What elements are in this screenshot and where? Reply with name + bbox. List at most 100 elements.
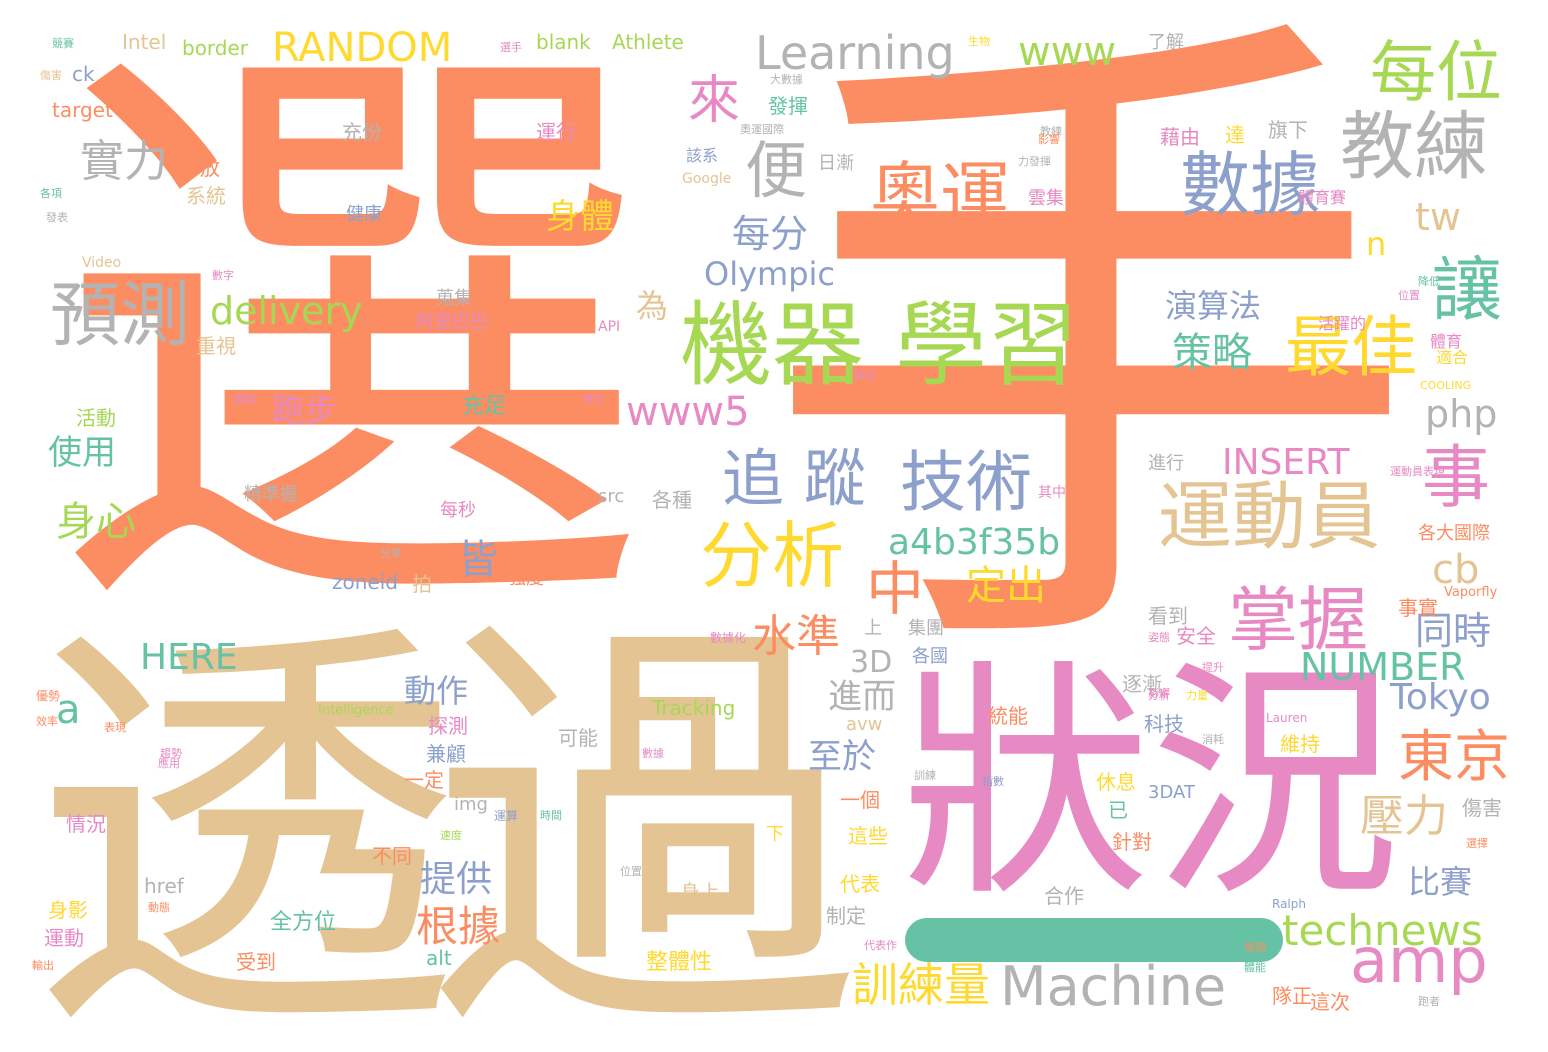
word-zhengtixing: 整體性 [646, 950, 713, 975]
word-zhendui: 針對 [1112, 830, 1152, 854]
word-border: border [182, 36, 249, 60]
word-small-34: 影響 [1038, 133, 1060, 146]
word-lai: 來 [688, 71, 741, 131]
word-shiyong: 使用 [48, 433, 116, 473]
word-random: RANDOM [272, 25, 453, 71]
word-tance: 探測 [428, 714, 468, 738]
word-jingzhunwo: 精準握 [244, 484, 298, 505]
word-xuexi: 學習 [895, 292, 1080, 399]
word-zhiding: 制定 [826, 904, 866, 928]
word-small-30: 降低 [1418, 275, 1440, 288]
word-small-28: 代表作 [864, 939, 897, 952]
word-jiqi: 機器 [680, 292, 865, 399]
word-zhangwo: 掌握 [1228, 579, 1368, 661]
word-amp: amp [1350, 924, 1488, 997]
word-small-44: 分享 [380, 547, 402, 560]
word-alt: alt [426, 946, 452, 970]
word-small-26: 選擇 [1466, 837, 1488, 850]
word-small-39: 動態 [148, 901, 170, 914]
word-img: img [454, 794, 488, 815]
word-xia: 下 [766, 824, 784, 845]
word-insert: INSERT [1222, 442, 1350, 483]
word-ralph: Ralph [1272, 897, 1306, 911]
word-xiuxi: 休息 [1096, 770, 1136, 794]
word-butong: 不同 [372, 844, 412, 868]
word-small-35: 數據化 [710, 631, 747, 645]
word-shenxin: 身心 [56, 499, 136, 545]
word-ck: ck [72, 62, 95, 86]
word-small-20: 提升 [1202, 661, 1224, 674]
word-small-27: 位置 [620, 865, 642, 878]
word-rang: 讓 [1432, 249, 1502, 331]
word-geguo: 各國 [912, 646, 948, 667]
word-meifen: 每分 [732, 212, 809, 256]
word-www5: www5 [626, 389, 750, 435]
word-shoudao: 受到 [236, 950, 276, 974]
word-small-19: 影響 [1148, 687, 1170, 700]
word-ririan: 日漸 [818, 153, 854, 174]
word-jinxing: 進行 [1148, 453, 1184, 474]
word-yali: 壓力 [1360, 791, 1448, 842]
word-shenshang: 身上 [680, 880, 720, 904]
word-small-36: 每個 [1244, 941, 1266, 954]
word-a: a [56, 687, 81, 733]
word-shanghai: 傷害 [1462, 796, 1502, 820]
word-shenti: 身體 [546, 197, 614, 237]
word-paobu: 跑步 [272, 391, 337, 429]
word-href: href [144, 874, 184, 898]
word-src: src [598, 486, 625, 507]
word-ali: 阿里巴巴 [416, 312, 488, 333]
word-yi: 已 [1108, 798, 1128, 822]
word-huodong: 活動 [76, 406, 116, 430]
word-small-16: 力量 [1186, 689, 1208, 702]
word-small-14: 其中 [1038, 485, 1066, 501]
word-yundongyuan: 運動員 [1158, 474, 1380, 560]
word-shishi: 事實 [1398, 596, 1438, 620]
word-guo: 過 [430, 585, 860, 1052]
word-xitong: 系統 [186, 184, 226, 208]
dash-bar [905, 918, 1283, 962]
word-weichi: 維持 [1280, 732, 1320, 756]
word-qingkuang: 情況 [66, 812, 106, 836]
word-meiwei: 每位 [1370, 34, 1502, 111]
word-qiangdu: 強度 [508, 568, 544, 589]
word-small-37: 指數 [982, 775, 1004, 788]
word-small-4: 力發揮 [1018, 155, 1051, 168]
word-a4b3f35b: a4b3f35b [888, 522, 1061, 563]
word-tiyu: 體育 [1430, 332, 1463, 351]
word-n: n [1366, 225, 1387, 263]
word-small-32: 體能 [1244, 961, 1266, 974]
word-genju: 根據 [416, 902, 501, 951]
word-small-41: 速度 [440, 829, 462, 842]
word-jiaolian: 教練 [1340, 104, 1488, 190]
word-small-23: 姿態 [1148, 631, 1170, 644]
word-tracking: Tracking [652, 696, 736, 720]
word-small-21: 表現 [104, 721, 126, 734]
word-gezhong: 各種 [652, 488, 692, 512]
word-cb: cb [1432, 547, 1480, 593]
word-zhubian: 逐漸 [1122, 672, 1162, 696]
word-yuce: 預測 [50, 274, 190, 356]
word-tigong: 提供 [420, 859, 493, 900]
word-liaojie: 了解 [1148, 32, 1184, 53]
word-jieyou: 藉由 [1160, 125, 1200, 149]
word-small-17: 分析 [1148, 689, 1170, 702]
word-yunji: 雲集 [1028, 188, 1064, 209]
word-celue: 策略 [1172, 330, 1252, 376]
word-php: php [1425, 392, 1498, 436]
word-tw: tw [1415, 195, 1461, 239]
word-zhiyu: 至於 [808, 737, 876, 777]
word-small-40: 訓練 [914, 769, 936, 782]
word-jiangu: 兼顧 [426, 742, 466, 766]
word-yunxing: 運行 [536, 120, 576, 144]
word-zhuangkuang: 狀況 [900, 639, 1400, 930]
word-small-45: 應用 [158, 757, 180, 770]
word-quanfangwei: 全方位 [270, 910, 337, 935]
word-yige: 一個 [840, 788, 880, 812]
word-tongneng: 統能 [988, 704, 1028, 728]
word-jie: 皆 [458, 537, 498, 583]
word-small-38: 輸出 [32, 959, 54, 972]
word-hezuo: 合作 [1044, 884, 1084, 908]
word-aoyun: 奧運 [870, 154, 1010, 236]
word-small-2: 大數據 [770, 73, 803, 86]
